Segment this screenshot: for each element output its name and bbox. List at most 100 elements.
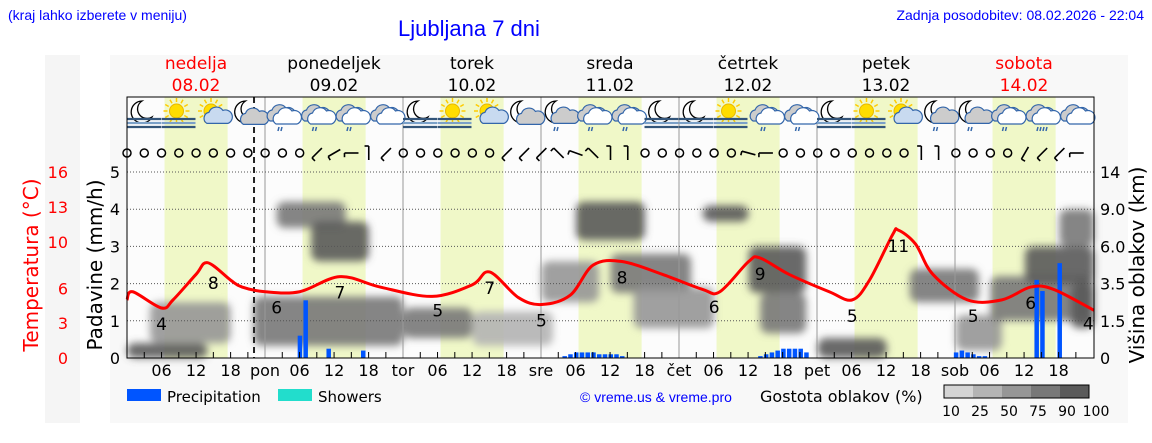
precipitation-bar <box>1057 263 1062 358</box>
day-short-label: čet <box>667 361 692 380</box>
precipitation-bar <box>303 300 308 358</box>
cloud-drizzle-icon <box>784 104 820 132</box>
wind-calm-icon <box>640 148 650 158</box>
sun-fog-icon <box>713 98 748 129</box>
cloud-density-patch <box>403 307 473 339</box>
wind-calm-icon <box>156 148 167 158</box>
precipitation-bar <box>804 352 809 358</box>
wind-calm-icon <box>398 148 409 158</box>
hour-tick-label: 18 <box>496 361 516 380</box>
cloud-drizzle-icon <box>266 104 303 132</box>
wind-calm-icon <box>208 148 219 158</box>
precipitation-bar <box>620 356 625 358</box>
precipitation-bar <box>775 350 780 358</box>
cloud-rain-icon <box>1025 104 1062 132</box>
day-date: 08.02 <box>172 76 221 96</box>
wind-barb-icon <box>343 152 359 158</box>
precipitation-bar <box>769 352 775 358</box>
wind-calm-icon <box>450 148 460 158</box>
wind-barb-icon <box>518 147 530 162</box>
wind-barb-icon <box>1036 147 1048 162</box>
cloud-density-level: 10 <box>942 404 960 420</box>
wind-calm-icon <box>657 148 668 158</box>
moon-fog-icon <box>817 100 851 129</box>
wind-calm-icon <box>830 148 840 158</box>
wind-calm-icon <box>467 148 478 158</box>
wind-barb-icon <box>584 147 599 159</box>
precipitation-bar <box>781 348 786 358</box>
wind-calm-icon <box>812 148 823 158</box>
wind-calm-icon <box>726 148 737 158</box>
precipitation-bar <box>953 352 959 358</box>
wind-barb-icon <box>1053 147 1065 162</box>
temperature-label: 5 <box>432 302 443 322</box>
temperature-label: 6 <box>1025 294 1036 314</box>
cloud-density-patch <box>1059 209 1094 247</box>
last-updated: Zadnja posodobitev: 08.02.2026 - 22:04 <box>896 7 1144 23</box>
hour-tick-label: 18 <box>772 361 792 380</box>
location-hint: (kraj lahko izberete v meniju) <box>8 7 187 23</box>
legend-precipitation-label: Precipitation <box>167 388 261 406</box>
day-date: 13.02 <box>862 76 911 96</box>
day-date: 09.02 <box>310 76 359 96</box>
temperature-label: 6 <box>271 299 282 319</box>
legend-showers-label: Showers <box>318 388 382 406</box>
sun-cloud-icon <box>198 98 233 124</box>
cloud-density-patch <box>817 338 887 358</box>
wind-calm-icon <box>294 148 305 158</box>
moon-fog-icon <box>644 100 679 129</box>
wind-barb-icon <box>327 148 341 161</box>
hour-tick-label: 12 <box>186 361 206 380</box>
sun-cloud-icon <box>474 98 509 124</box>
copyright-link[interactable]: © vreme.us & vreme.pro <box>580 389 732 405</box>
hour-tick-label: 18 <box>634 361 654 380</box>
hour-tick-label: 12 <box>462 361 482 380</box>
cloud-density-swatch <box>973 385 1002 398</box>
wind-barb-icon <box>501 147 513 162</box>
precip-tick: 4 <box>110 200 120 219</box>
day-name: petek <box>862 54 910 74</box>
day-short-label: sob <box>941 361 969 380</box>
wind-barb-icon <box>567 149 583 157</box>
cloud-density-patch <box>575 201 646 241</box>
cloud-density-patch <box>541 261 599 303</box>
left-axis-panel <box>45 55 80 423</box>
temperature-tick: 6 <box>58 279 68 298</box>
wind-barb-icon <box>758 152 773 158</box>
cloud-density-patch <box>127 343 208 358</box>
wind-calm-icon <box>864 148 875 158</box>
wind-calm-icon <box>778 148 788 158</box>
wind-calm-icon <box>277 148 288 158</box>
cloud-density-patch <box>311 221 369 262</box>
temperature-label: 5 <box>536 312 547 332</box>
day-name: ponedeljek <box>287 54 381 74</box>
moon-cloud-drizzle-icon <box>924 100 960 132</box>
precipitation-bar <box>1034 279 1039 358</box>
wind-barb-icon <box>1020 146 1030 162</box>
temperature-label: 11 <box>887 237 909 257</box>
cloud-drizzle-icon <box>301 104 337 132</box>
cloud-height-tick: 3.5 <box>1100 275 1125 294</box>
cloud-height-tick: 6.0 <box>1100 237 1125 256</box>
wind-calm-icon <box>1002 148 1013 158</box>
day-date: 14.02 <box>1000 76 1049 96</box>
page-title: Ljubljana 7 dni <box>398 16 540 41</box>
moon-cloud-icon <box>510 100 546 125</box>
legend-precipitation-swatch <box>127 389 161 401</box>
temperature-line <box>125 227 1095 312</box>
day-date: 10.02 <box>448 76 497 96</box>
wind-calm-icon <box>139 148 150 158</box>
cloud-density-level: 90 <box>1058 404 1076 420</box>
hour-tick-label: 12 <box>600 361 620 380</box>
cloud-density-level: 100 <box>1083 404 1110 420</box>
wind-calm-icon <box>243 148 253 158</box>
legend-showers-swatch <box>278 389 312 401</box>
precipitation-bar <box>297 335 303 358</box>
cloud-density-title: Gostota oblakov (%) <box>760 387 923 406</box>
precipitation-bar <box>976 356 982 358</box>
wind-calm-icon <box>951 148 961 158</box>
hour-tick-label: 12 <box>1014 361 1034 380</box>
wind-calm-icon <box>174 148 184 158</box>
wind-calm-icon <box>899 148 909 158</box>
cloud-density-swatch <box>1002 385 1031 398</box>
